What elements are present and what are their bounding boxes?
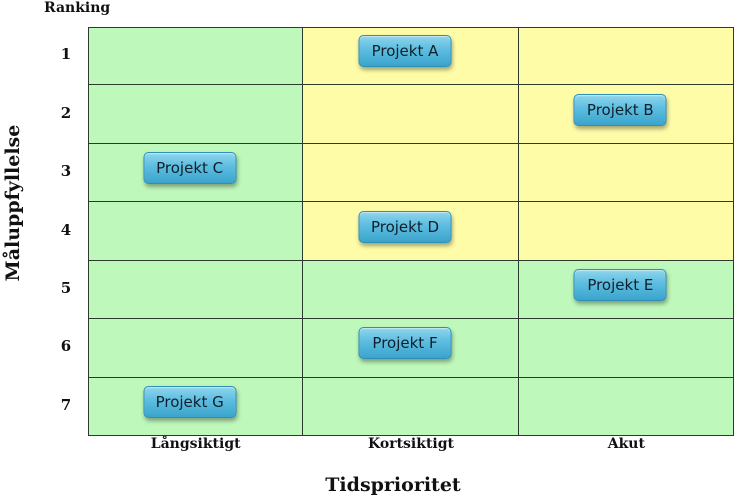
matrix-cell [303, 260, 519, 320]
row-number: 3 [60, 162, 72, 181]
matrix-cell [88, 27, 304, 86]
column-label: Långsiktigt [150, 436, 241, 452]
project-box[interactable]: Projekt D [358, 210, 452, 243]
row-number: 4 [60, 220, 72, 239]
row-number: 7 [60, 395, 72, 414]
row-number: 1 [60, 45, 72, 64]
project-box[interactable]: Projekt G [143, 385, 237, 418]
row-number: 6 [60, 337, 72, 356]
matrix-cell [518, 319, 734, 378]
project-box[interactable]: Projekt C [143, 152, 237, 185]
matrix-cell [88, 319, 304, 378]
column-label: Akut [607, 436, 645, 452]
column-label: Kortsiktigt [368, 436, 454, 452]
y-axis-title: Måluppfyllelse [2, 124, 24, 282]
priority-matrix-grid [88, 27, 734, 436]
project-box[interactable]: Projekt B [573, 93, 667, 126]
project-box[interactable]: Projekt A [358, 35, 452, 68]
matrix-cell [88, 260, 304, 320]
row-number: 5 [60, 278, 72, 297]
x-axis-title: Tidsprioritet [325, 474, 461, 496]
row-number: 2 [60, 103, 72, 122]
matrix-cell [88, 202, 304, 261]
project-box[interactable]: Projekt E [573, 268, 667, 301]
matrix-cell [303, 143, 519, 203]
matrix-cell [518, 27, 734, 86]
matrix-cell [88, 85, 304, 144]
matrix-cell [518, 377, 734, 436]
project-box[interactable]: Projekt F [358, 327, 452, 360]
ranking-label: Ranking [44, 0, 111, 16]
matrix-cell [518, 202, 734, 261]
matrix-cell [303, 377, 519, 436]
matrix-cell [518, 143, 734, 203]
matrix-cell [303, 85, 519, 144]
